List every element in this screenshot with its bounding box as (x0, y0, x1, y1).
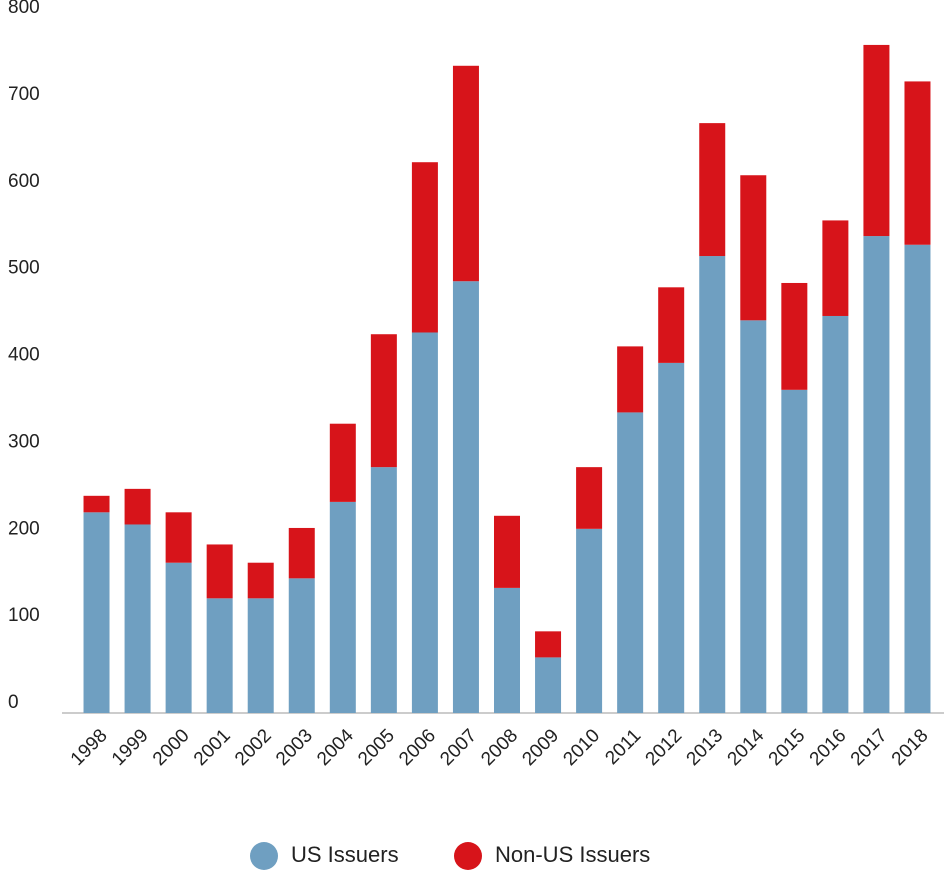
x-tick-label: 2018 (888, 725, 933, 770)
y-tick-label: 100 (8, 605, 40, 626)
y-tick-label: 0 (8, 692, 19, 713)
bar-segment (740, 320, 767, 713)
y-tick-label: 600 (8, 171, 40, 192)
x-tick-label: 2010 (559, 725, 604, 770)
bar-segment (288, 527, 315, 579)
bar-segment (206, 544, 233, 599)
bar-segment (83, 495, 110, 513)
bar-segment (329, 501, 356, 713)
bar-segment (535, 631, 562, 658)
x-tick-label: 2005 (354, 725, 399, 770)
bar-segment (165, 512, 192, 563)
x-tick-label: 2014 (724, 725, 769, 770)
legend-swatch (250, 842, 278, 870)
x-tick-label: 2011 (601, 725, 645, 769)
x-tick-label: 2000 (149, 725, 194, 770)
x-tick-label: 2006 (395, 725, 440, 770)
bar-segment (822, 315, 849, 713)
bar-segment (617, 412, 644, 713)
bar-segment (165, 562, 192, 713)
bar-segment (740, 175, 767, 321)
bar-segment (494, 587, 520, 713)
bar-segment (411, 162, 438, 333)
y-tick-label: 300 (8, 431, 40, 452)
y-tick-label: 700 (8, 84, 40, 105)
x-tick-label: 2013 (683, 725, 728, 770)
bar-segment (658, 287, 685, 363)
legend-label: Non-US Issuers (495, 842, 650, 867)
x-tick-label: 2007 (436, 725, 481, 770)
bar-segment (535, 657, 562, 713)
bar-segment (904, 81, 931, 245)
bar-segment (206, 598, 233, 713)
y-tick-label: 400 (8, 345, 40, 366)
bar-segment (494, 515, 520, 588)
x-tick-label: 2004 (313, 725, 358, 770)
y-tick-label: 800 (8, 0, 40, 18)
bar-segment (124, 524, 151, 713)
x-tick-label: 2008 (477, 725, 522, 770)
bar-segment (699, 256, 726, 713)
x-tick-label: 2009 (518, 725, 563, 770)
bar-segment (781, 389, 808, 713)
bar-segment (329, 423, 356, 502)
x-tick-label: 2016 (806, 725, 851, 770)
bar-segment (247, 598, 274, 713)
bar-segment (370, 334, 397, 468)
bar-segment (576, 528, 603, 713)
x-tick-label: 2001 (190, 725, 235, 770)
x-tick-label: 2003 (272, 725, 317, 770)
bar-segment (904, 244, 931, 713)
bar-segment (452, 65, 479, 282)
bar-segment (863, 236, 890, 713)
bar-segment (370, 467, 397, 713)
legend-swatch (454, 842, 482, 870)
x-tick-label: 2015 (765, 725, 810, 770)
bar-segment (411, 332, 438, 713)
legend-label: US Issuers (291, 842, 399, 867)
y-tick-label: 200 (8, 518, 40, 539)
bar-segment (658, 362, 685, 713)
bar-segment (83, 512, 110, 713)
bar-segment (617, 346, 644, 413)
bar-segment (576, 467, 603, 529)
x-tick-label: 1998 (67, 725, 112, 770)
y-tick-label: 500 (8, 258, 40, 279)
bar-segment (124, 488, 151, 525)
bar-segment (822, 220, 849, 316)
bar-segment (247, 562, 274, 599)
bar-segment (288, 578, 315, 713)
bar-segment (452, 281, 479, 713)
x-tick-label: 2012 (642, 725, 687, 770)
x-tick-label: 2002 (231, 725, 276, 770)
x-tick-label: 2017 (847, 725, 892, 770)
x-tick-label: 1999 (108, 725, 153, 770)
bar-segment (781, 282, 808, 390)
bar-segment (699, 123, 726, 257)
bar-segment (863, 44, 890, 237)
